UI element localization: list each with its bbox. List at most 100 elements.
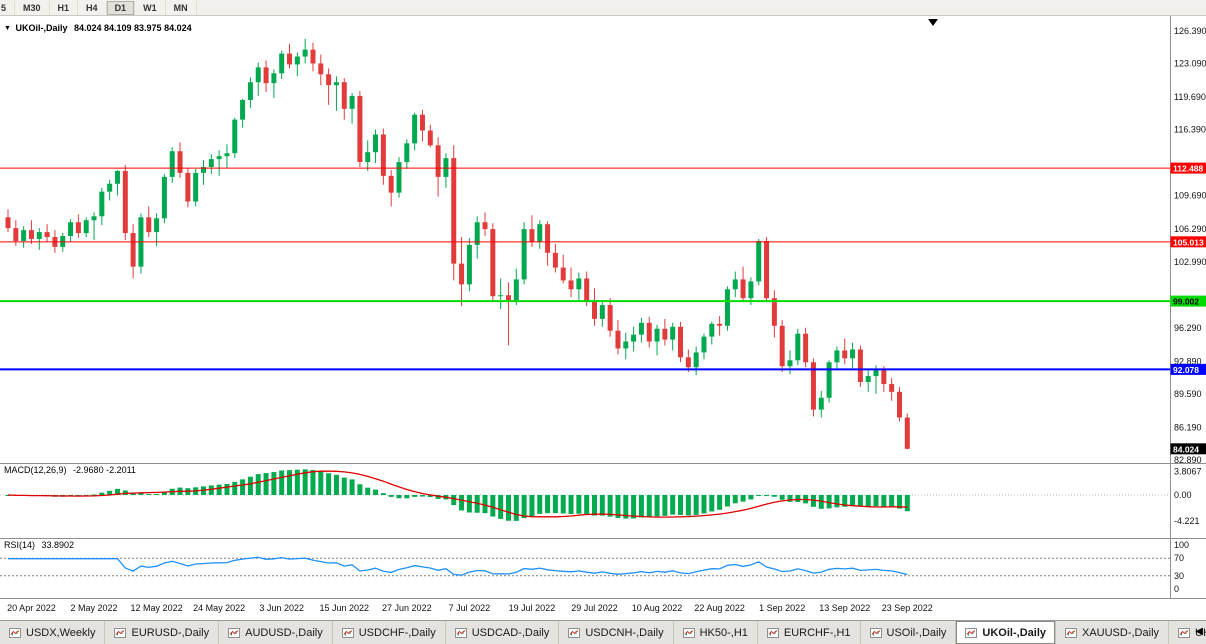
horizontal-lines[interactable] bbox=[0, 167, 1170, 371]
chart-tab-label: EURCHF-,H1 bbox=[783, 626, 851, 639]
svg-text:23 Sep 2022: 23 Sep 2022 bbox=[882, 603, 933, 613]
chart-tab-label: UKOil-,Daily bbox=[982, 626, 1046, 639]
svg-text:112.488: 112.488 bbox=[1173, 164, 1204, 174]
chart-tab-label: AUDUSD-,Daily bbox=[245, 626, 323, 639]
svg-text:27 Jun 2022: 27 Jun 2022 bbox=[382, 603, 432, 613]
svg-text:96.290: 96.290 bbox=[1174, 323, 1202, 333]
chart-tab[interactable]: USDCHF-,Daily bbox=[332, 621, 446, 644]
chart-tab[interactable]: HK50-,H1 bbox=[673, 621, 758, 644]
tab-scroll-left-icon[interactable]: ◀ bbox=[1195, 626, 1203, 637]
chart-symbol-period: UKOil-,Daily bbox=[15, 23, 68, 33]
macd-values: -2.9680 -2.2011 bbox=[73, 465, 136, 475]
svg-text:2 May 2022: 2 May 2022 bbox=[71, 603, 118, 613]
svg-text:126.390: 126.390 bbox=[1174, 26, 1206, 36]
svg-text:12 May 2022: 12 May 2022 bbox=[131, 603, 183, 613]
chart-tab-label: USDCAD-,Daily bbox=[471, 626, 550, 639]
svg-text:109.690: 109.690 bbox=[1174, 191, 1206, 201]
svg-text:22 Aug 2022: 22 Aug 2022 bbox=[694, 603, 745, 613]
svg-text:30: 30 bbox=[1174, 571, 1184, 581]
svg-text:19 Jul 2022: 19 Jul 2022 bbox=[509, 603, 556, 613]
timeframe-button-h1[interactable]: H1 bbox=[50, 0, 79, 15]
time-axis[interactable]: 20 Apr 2022 2 May 2022 12 May 2022 24 May 2… bbox=[7, 603, 933, 613]
mini-chart-icon bbox=[766, 627, 779, 638]
macd-indicator-label: MACD(12,26,9) -2.9680 -2.2011 bbox=[4, 465, 136, 475]
macd-name: MACD(12,26,9) bbox=[4, 465, 67, 475]
svg-text:89.590: 89.590 bbox=[1174, 389, 1202, 399]
svg-text:106.290: 106.290 bbox=[1174, 224, 1206, 234]
timeframe-toolbar: 5 M30 H1 H4 D1 W1 MN bbox=[0, 0, 1206, 16]
svg-text:119.690: 119.690 bbox=[1174, 92, 1206, 102]
rsi-indicator-label: RSI(14) 33.8902 bbox=[4, 540, 74, 550]
svg-text:102.990: 102.990 bbox=[1174, 257, 1206, 267]
chart-tab-label: HK50-,H1 bbox=[699, 626, 748, 639]
chart-tab[interactable]: USOil-,Daily bbox=[860, 621, 957, 644]
chart-tab-label: USOil-,Daily bbox=[886, 626, 947, 639]
mini-chart-icon bbox=[228, 627, 241, 638]
timeframe-button-h4[interactable]: H4 bbox=[78, 0, 107, 15]
chart-tab-bar: USDX,Weekly EURUSD-,Daily AUDUSD-,Daily USD… bbox=[0, 620, 1206, 644]
svg-text:123.090: 123.090 bbox=[1174, 59, 1206, 69]
mini-chart-icon bbox=[965, 627, 978, 638]
svg-text:29 Jul 2022: 29 Jul 2022 bbox=[571, 603, 618, 613]
svg-text:99.002: 99.002 bbox=[1173, 297, 1199, 307]
chart-shift-marker-icon[interactable] bbox=[928, 19, 938, 26]
chart-tab[interactable]: XAUUSD-,Daily bbox=[1056, 621, 1170, 644]
svg-text:92.078: 92.078 bbox=[1173, 365, 1199, 375]
svg-text:15 Jun 2022: 15 Jun 2022 bbox=[319, 603, 369, 613]
chart-tab[interactable]: USDCAD-,Daily bbox=[445, 621, 560, 644]
svg-text:116.390: 116.390 bbox=[1174, 125, 1206, 135]
mini-chart-icon bbox=[1178, 627, 1191, 638]
chart-tab-label: UKOil-,Da bbox=[1195, 626, 1206, 639]
chart-tab[interactable]: EURCHF-,H1 bbox=[757, 621, 861, 644]
svg-text:1 Sep 2022: 1 Sep 2022 bbox=[759, 603, 805, 613]
mini-chart-icon bbox=[114, 627, 127, 638]
chart-tab-label: EURUSD-,Daily bbox=[131, 626, 210, 639]
svg-text:24 May 2022: 24 May 2022 bbox=[193, 603, 245, 613]
svg-text:84.024: 84.024 bbox=[1173, 444, 1199, 454]
chart-tab[interactable]: USDX,Weekly bbox=[0, 621, 106, 644]
svg-text:3 Jun 2022: 3 Jun 2022 bbox=[259, 603, 304, 613]
svg-text:10 Aug 2022: 10 Aug 2022 bbox=[632, 603, 683, 613]
chart-tab-label: USDX,Weekly bbox=[26, 626, 96, 639]
candlestick-series[interactable] bbox=[5, 38, 910, 450]
chart-tab[interactable]: USDCNH-,Daily bbox=[559, 621, 674, 644]
svg-text:20 Apr 2022: 20 Apr 2022 bbox=[7, 603, 56, 613]
mini-chart-icon bbox=[454, 627, 467, 638]
mini-chart-icon bbox=[1065, 627, 1077, 638]
chart-tab[interactable]: EURUSD-,Daily bbox=[105, 621, 220, 644]
chart-tab-label: USDCHF-,Daily bbox=[358, 626, 436, 639]
mini-chart-icon bbox=[682, 627, 695, 638]
svg-text:-4.221: -4.221 bbox=[1174, 516, 1200, 526]
svg-text:92.890: 92.890 bbox=[1174, 356, 1202, 366]
svg-text:70: 70 bbox=[1174, 553, 1184, 563]
svg-text:0.00: 0.00 bbox=[1174, 490, 1192, 500]
chart-tab[interactable]: AUDUSD-,Daily bbox=[219, 621, 333, 644]
chart-title: ▼ UKOil-,Daily 84.024 84.109 83.975 84.0… bbox=[4, 23, 192, 33]
timeframe-button-m30[interactable]: M30 bbox=[15, 0, 50, 15]
price-axis[interactable]: 126.390 123.090 119.690 116.390 109.690 106.2… bbox=[1174, 26, 1206, 465]
chart-tab[interactable]: UKOil-,Da bbox=[1169, 621, 1206, 644]
chart-tab-label: XAUUSD-,Daily bbox=[1082, 626, 1160, 639]
mini-chart-icon bbox=[9, 627, 21, 638]
rsi-value: 33.8902 bbox=[41, 540, 75, 550]
timeframe-button-5[interactable]: 5 bbox=[0, 0, 16, 15]
svg-text:13 Sep 2022: 13 Sep 2022 bbox=[819, 603, 870, 613]
rsi-indicator: 100 70 30 0 bbox=[0, 540, 1189, 594]
chart-dropdown-icon[interactable]: ▼ bbox=[4, 25, 11, 32]
timeframe-button-d1[interactable]: D1 bbox=[106, 0, 136, 15]
timeframe-button-mn[interactable]: MN bbox=[166, 0, 197, 15]
svg-text:100: 100 bbox=[1174, 540, 1189, 550]
svg-text:105.013: 105.013 bbox=[1173, 237, 1204, 247]
rsi-name: RSI(14) bbox=[4, 540, 36, 550]
chart-tab[interactable]: UKOil-,Daily bbox=[956, 621, 1056, 644]
svg-text:3.8067: 3.8067 bbox=[1174, 466, 1202, 476]
mini-chart-icon bbox=[341, 627, 354, 638]
chart-ohlc-values: 84.024 84.109 83.975 84.024 bbox=[73, 23, 192, 33]
chart-tab-label: USDCNH-,Daily bbox=[585, 626, 664, 639]
mini-chart-icon bbox=[869, 627, 882, 638]
timeframe-button-w1[interactable]: W1 bbox=[135, 0, 166, 15]
svg-text:82.890: 82.890 bbox=[1174, 455, 1202, 465]
mini-chart-icon bbox=[568, 627, 581, 638]
